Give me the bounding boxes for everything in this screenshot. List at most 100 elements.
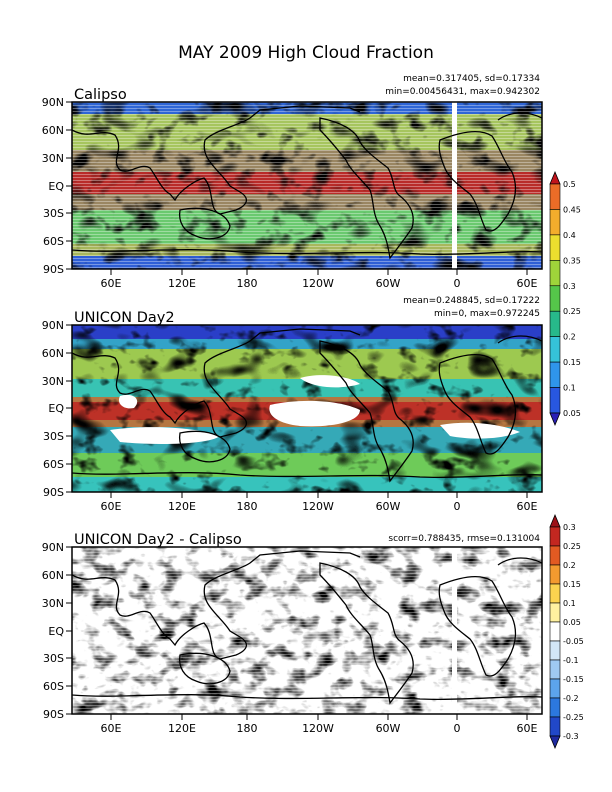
colorbar-swatch: [549, 583, 561, 604]
colorbar-swatch: [549, 336, 561, 363]
stats-line-1: mean=0.248845, sd=0.17222: [403, 296, 540, 306]
colorbar-swatch: [549, 640, 561, 661]
heatmap-field: [72, 102, 542, 269]
x-tick-label: 180: [237, 722, 258, 735]
colorbar-tick-label: 0.35: [563, 256, 581, 265]
panel-title: Calipso: [74, 87, 127, 103]
colorbar-tick-label: -0.2: [563, 694, 579, 703]
x-tick-label: 120W: [302, 722, 334, 735]
x-axis: [110, 269, 528, 275]
y-tick-label: 30N: [42, 152, 64, 165]
colorbar-swatch: [549, 716, 561, 737]
colorbar-swatch: [549, 387, 561, 414]
y-tick-label: EQ: [48, 402, 64, 415]
panel-calipso: Calipso mean=0.317405, sd=0.17334 min=0.…: [42, 74, 543, 290]
colorbar-difference: -0.3 -0.25 -0.2 -0.15 -0.1 -0.05 0.05 0.1 0.15 0.…: [549, 513, 584, 750]
x-tick-label: 60E: [101, 500, 122, 513]
colorbar-swatch: [549, 361, 561, 388]
colorbar-swatch: [549, 659, 561, 680]
x-tick-label: 60E: [101, 277, 122, 290]
colorbar-end-triangle: [549, 735, 561, 750]
colorbar-tick-label: 0.1: [563, 599, 576, 608]
colorbar-tick-label: 0.05: [563, 618, 581, 627]
y-tick-label: 60N: [42, 347, 64, 360]
x-tick-label: 60W: [376, 722, 401, 735]
colorbar-tick-label: 0.4: [563, 231, 576, 240]
x-tick-label: 180: [237, 500, 258, 513]
colorbar-swatch: [549, 285, 561, 312]
y-tick-label: 60S: [43, 235, 64, 248]
colorbar-swatch: [549, 183, 561, 210]
colorbar-tick-label: 0.45: [563, 205, 581, 214]
x-tick-label: 60W: [376, 277, 401, 290]
y-tick-label: 90N: [42, 319, 64, 332]
x-tick-label: 120W: [302, 500, 334, 513]
colorbar-swatch: [549, 545, 561, 566]
x-axis: [110, 714, 528, 720]
colorbar-swatch: [549, 602, 561, 623]
x-axis: [110, 492, 528, 498]
x-tick-label: 60E: [101, 722, 122, 735]
y-tick-label: 90S: [43, 263, 64, 276]
x-tick-label: 180: [237, 277, 258, 290]
colorbar-tick-label: 0.5: [563, 180, 576, 189]
y-tick-label: EQ: [48, 625, 64, 638]
panel-unicon: UNICON Day2 mean=0.248845, sd=0.17222 mi…: [42, 296, 543, 513]
colorbar-swatch: [549, 678, 561, 699]
x-tick-label: 120E: [168, 500, 196, 513]
stats-line-2: min=0, max=0.972245: [434, 309, 540, 319]
x-tick-label: 120E: [168, 722, 196, 735]
colorbar-tick-label: 0.15: [563, 358, 581, 367]
coastlines: [72, 328, 542, 483]
y-tick-label: 30N: [42, 375, 64, 388]
colorbar-end-triangle: [549, 170, 561, 185]
colorbar-tick-label: 0.25: [563, 307, 581, 316]
x-tick-label: 120W: [302, 277, 334, 290]
y-tick-label: 30S: [43, 430, 64, 443]
y-tick-label: 90N: [42, 96, 64, 109]
x-tick-label: 0: [454, 277, 461, 290]
colorbar-tick-label: 0.3: [563, 282, 576, 291]
coastlines: [72, 550, 542, 705]
colorbar-end-triangle: [549, 513, 561, 528]
colorbar-swatch: [549, 260, 561, 287]
panel-difference: UNICON Day2 - Calipso scorr=0.788435, rm…: [42, 532, 543, 735]
figure-title: MAY 2009 High Cloud Fraction: [178, 43, 434, 63]
x-tick-label: 120E: [168, 277, 196, 290]
stats-line-1: mean=0.317405, sd=0.17334: [403, 74, 540, 84]
panel-title: UNICON Day2: [74, 310, 175, 326]
colorbar-tick-label: 0.3: [563, 523, 576, 532]
colorbar-swatch: [549, 310, 561, 337]
colorbar-tick-label: 0.2: [563, 561, 576, 570]
y-tick-label: 60S: [43, 458, 64, 471]
y-tick-label: 30N: [42, 597, 64, 610]
y-tick-label: EQ: [48, 180, 64, 193]
colorbar-tick-label: -0.05: [563, 637, 584, 646]
stats-line-2: min=0.00456431, max=0.942302: [385, 87, 540, 97]
y-tick-label: 60N: [42, 124, 64, 137]
colorbar-tick-label: 0.2: [563, 333, 576, 342]
colorbar-cloud-fraction: 0.05 0.1 0.15 0.2 0.25 0.3 0.35 0.4 0.45 0.5: [549, 170, 581, 427]
colorbar-tick-label: -0.15: [563, 675, 584, 684]
panel-title: UNICON Day2 - Calipso: [74, 532, 242, 548]
y-tick-label: 90S: [43, 486, 64, 499]
y-tick-label: 30S: [43, 207, 64, 220]
colorbar-swatch: [549, 526, 561, 547]
x-tick-label: 60E: [517, 277, 538, 290]
x-tick-label: 0: [454, 722, 461, 735]
colorbar-tick-label: 0.15: [563, 580, 581, 589]
y-tick-label: 30S: [43, 652, 64, 665]
y-tick-label: 90S: [43, 708, 64, 721]
y-tick-label: 60S: [43, 680, 64, 693]
colorbar-swatch: [549, 209, 561, 236]
x-tick-label: 60W: [376, 500, 401, 513]
colorbar-tick-label: 0.25: [563, 542, 581, 551]
y-axis: [66, 324, 72, 493]
y-axis: [66, 101, 72, 270]
x-tick-label: 60E: [517, 500, 538, 513]
colorbar-swatch: [549, 234, 561, 261]
colorbar-end-triangle: [549, 412, 561, 427]
x-tick-label: 60E: [517, 722, 538, 735]
colorbar-tick-label: -0.25: [563, 713, 584, 722]
